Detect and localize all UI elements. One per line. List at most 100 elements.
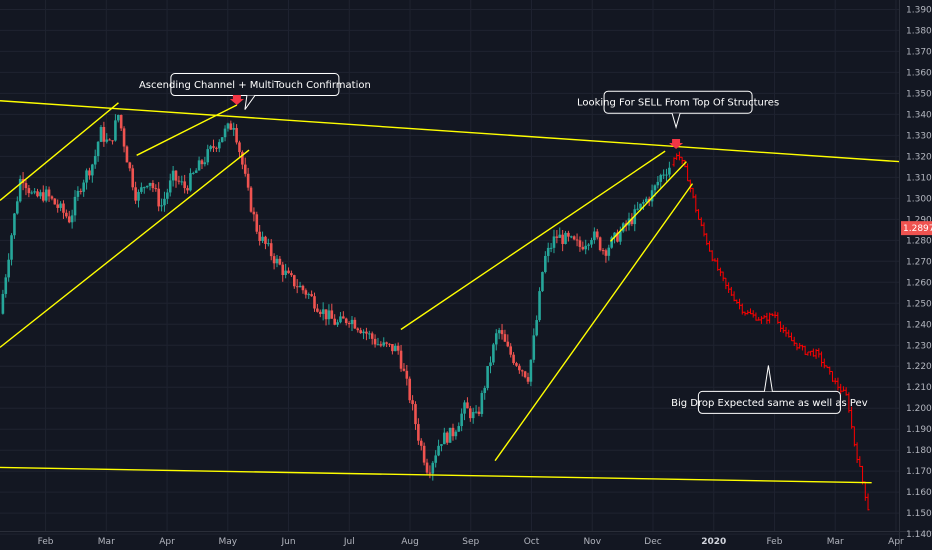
candle [569,235,573,239]
current-price-tag: 1.28976 [901,221,932,236]
candle [379,341,383,348]
price-axis[interactable]: 1.39000 1.38000 1.37000 1.36000 1.35000 1.340… [906,5,932,540]
candle [353,317,357,330]
annotation-callout[interactable]: Ascending Channel + MultiTouch Confirmat… [139,73,371,110]
candle [619,226,622,245]
candle [264,235,267,250]
candle [466,397,469,409]
candle [342,311,345,319]
candle [39,189,42,199]
candle [604,248,608,263]
sell-arrow-icon [669,139,684,150]
candle [388,343,391,347]
trendline[interactable] [0,100,900,163]
trendline[interactable] [0,102,119,201]
candle [209,144,212,152]
candle [88,167,91,180]
annotation-layer[interactable]: Ascending Channel + MultiTouch Confirmat… [139,73,868,414]
candle [287,267,290,274]
time-axis[interactable]: Feb Mar Apr May Jun Jul Aug Sep Oct Nov Dec 2020 Feb… [38,537,904,547]
candle [434,450,437,468]
y-tick-label: 1.38000 [906,26,932,36]
candle [659,173,663,189]
candle [327,304,331,325]
candle [33,188,36,195]
candle [119,114,123,132]
candle [607,244,611,261]
trendline[interactable] [609,161,687,242]
candle [526,372,530,385]
candle [93,149,97,169]
candle [584,239,588,255]
candle [572,235,576,241]
candle [76,186,80,201]
y-tick-label: 1.31000 [906,173,932,183]
candle [99,125,103,143]
candle [555,230,559,244]
annotation-callout[interactable]: Looking For SELL From Top Of Structures [577,90,779,130]
candle [47,186,51,202]
candle [520,369,524,377]
annotation-callout[interactable]: Big Drop Expected same as well as Pev [671,365,868,414]
candle [590,237,593,248]
candle [474,405,478,414]
candle [593,227,596,244]
candle [440,444,443,452]
y-tick-label: 1.29000 [906,215,932,225]
candle [18,175,22,203]
candle [186,185,189,194]
candle [650,184,654,207]
candle [460,408,463,432]
candle [316,303,319,313]
candle [235,124,238,145]
candle [567,230,570,242]
candle [163,191,166,212]
trendline[interactable] [494,183,694,462]
candle [30,190,34,195]
candle [192,171,195,175]
candle [509,343,512,358]
candle [503,329,507,342]
candle [275,254,279,268]
candle [492,342,495,366]
candle [391,344,394,355]
candle [290,270,293,277]
candle [506,334,510,348]
candle [91,163,94,183]
candle [255,211,259,235]
candle [278,256,282,266]
trendline[interactable] [400,150,666,331]
candle [183,174,186,194]
trendline[interactable] [0,466,872,484]
x-tick-label: Apr [159,537,175,547]
candle [350,316,354,332]
candle [243,157,247,177]
candle [587,243,590,251]
candle [443,427,446,445]
candle [53,198,57,205]
candle [373,334,377,348]
y-tick-label: 1.14000 [906,530,932,540]
callout-text: Looking For SELL From Top Of Structures [577,98,779,109]
candle [82,179,85,197]
candle [212,139,215,153]
candle [111,140,114,145]
trendline[interactable] [136,104,238,156]
trendline[interactable] [0,149,250,348]
candle [414,401,417,430]
candle [261,231,264,244]
candle [489,356,492,374]
candle [171,166,175,187]
candle [549,243,553,253]
candle [310,290,313,297]
candle [339,312,342,324]
candle [318,309,322,318]
candle [336,319,339,327]
candle [368,330,371,340]
candle [24,179,28,196]
candle [451,423,455,441]
trendline-layer[interactable] [0,100,900,484]
candle [148,182,152,191]
candle [408,376,412,404]
